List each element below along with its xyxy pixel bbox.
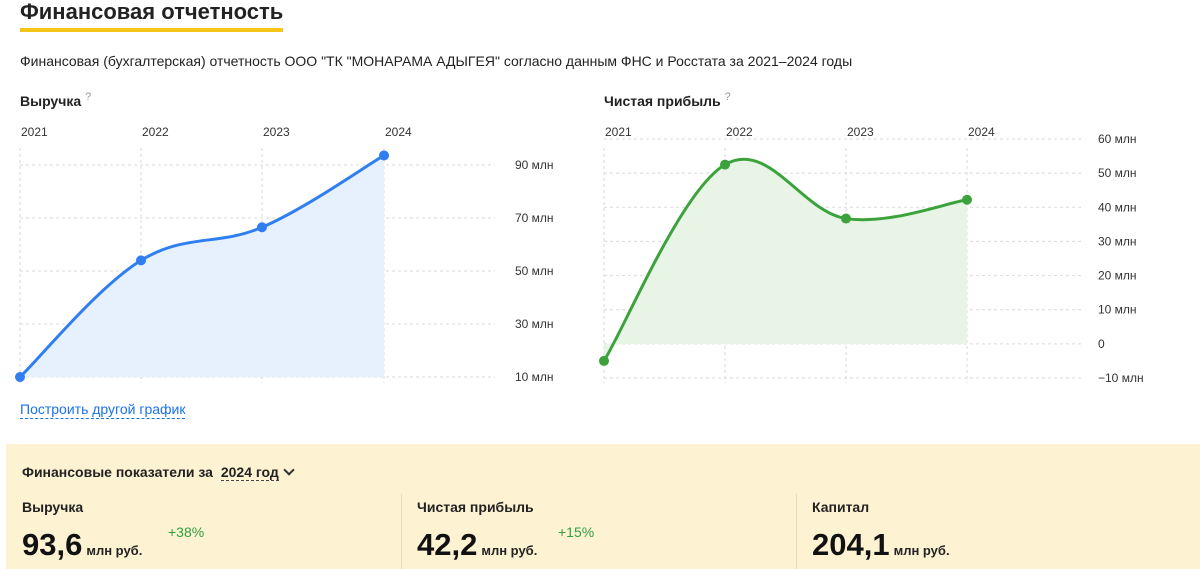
financial-indicators-header: Финансовые показатели за 2024 год <box>22 464 295 481</box>
metric-change: +15% <box>558 524 595 540</box>
y-tick-label: −10 млн <box>1098 371 1144 385</box>
metric-label: Выручка <box>22 499 84 515</box>
data-point <box>962 194 972 205</box>
x-tick-label: 2023 <box>263 125 290 139</box>
revenue-chart-title-text: Выручка <box>20 93 82 109</box>
series-area <box>604 159 967 361</box>
y-tick-label: 10 млн <box>1098 303 1137 317</box>
y-tick-label: 30 млн <box>515 317 554 331</box>
metric-number: 42,2 <box>417 527 478 562</box>
metric-value: 93,6 млн руб. <box>22 527 142 563</box>
y-tick-label: 90 млн <box>515 158 554 172</box>
y-tick-label: 50 млн <box>515 264 554 278</box>
data-point <box>379 150 389 161</box>
data-point <box>257 222 267 233</box>
revenue-chart[interactable]: 2021 2022 2023 2024 10 млн 30 млн 50 млн 70 млн… <box>0 118 580 390</box>
series-line <box>602 157 969 363</box>
x-tick-label: 2023 <box>847 125 874 139</box>
data-point <box>720 159 730 170</box>
y-tick-label: 50 млн <box>1098 166 1137 180</box>
metric-net-profit: Чистая прибыль 42,2 млн руб. +15% <box>401 494 796 569</box>
revenue-chart-title: Выручка? <box>20 91 92 109</box>
metric-unit: млн руб. <box>481 543 538 558</box>
x-tick-label: 2022 <box>726 125 753 139</box>
metric-revenue: Выручка 93,6 млн руб. +38% <box>22 494 402 569</box>
series-area <box>20 155 384 377</box>
profit-chart[interactable]: 2021 2022 2023 2024 60 млн 50 млн 40 млн 30 млн… <box>590 118 1190 390</box>
chevron-down-icon[interactable] <box>283 464 295 476</box>
metric-capital: Капитал 204,1 млн руб. <box>796 494 1176 569</box>
metric-label: Чистая прибыль <box>417 499 534 515</box>
y-tick-label: 70 млн <box>515 211 554 225</box>
x-tick-label: 2024 <box>968 125 995 139</box>
profit-chart-title: Чистая прибыль? <box>604 91 731 109</box>
y-tick-label: 20 млн <box>1098 269 1137 283</box>
page-title: Финансовая отчетность <box>20 0 284 32</box>
metric-value: 42,2 млн руб. <box>417 527 537 563</box>
metric-unit: млн руб. <box>893 543 950 558</box>
data-point <box>136 255 146 266</box>
year-selector[interactable]: 2024 год <box>220 464 279 481</box>
x-tick-label: 2022 <box>142 125 169 139</box>
series-line <box>18 153 386 379</box>
metric-label: Капитал <box>812 499 870 515</box>
y-tick-label: 30 млн <box>1098 234 1137 248</box>
data-point <box>15 372 25 382</box>
financial-indicators-header-text: Финансовые показатели за <box>22 464 213 480</box>
y-tick-label: 40 млн <box>1098 200 1137 214</box>
financial-indicators-panel: Финансовые показатели за 2024 год Выручк… <box>6 444 1200 569</box>
metric-unit: млн руб. <box>86 543 143 558</box>
profit-chart-title-text: Чистая прибыль <box>604 93 721 109</box>
y-tick-label: 10 млн <box>515 370 554 384</box>
page-subtitle: Финансовая (бухгалтерская) отчетность ОО… <box>20 53 853 69</box>
data-point <box>841 213 851 224</box>
revenue-help-icon[interactable]: ? <box>85 91 92 103</box>
metric-number: 93,6 <box>22 527 83 562</box>
metric-change: +38% <box>168 524 205 540</box>
x-tick-label: 2021 <box>605 125 632 139</box>
y-tick-label: 60 млн <box>1098 132 1137 146</box>
metric-value: 204,1 млн руб. <box>812 527 950 563</box>
x-tick-label: 2024 <box>385 125 412 139</box>
profit-help-icon[interactable]: ? <box>724 91 731 103</box>
y-tick-label: 0 <box>1098 337 1105 351</box>
build-other-chart-link[interactable]: Построить другой график <box>20 401 186 419</box>
metric-number: 204,1 <box>812 527 890 562</box>
x-tick-label: 2021 <box>21 125 48 139</box>
data-point <box>599 355 609 366</box>
